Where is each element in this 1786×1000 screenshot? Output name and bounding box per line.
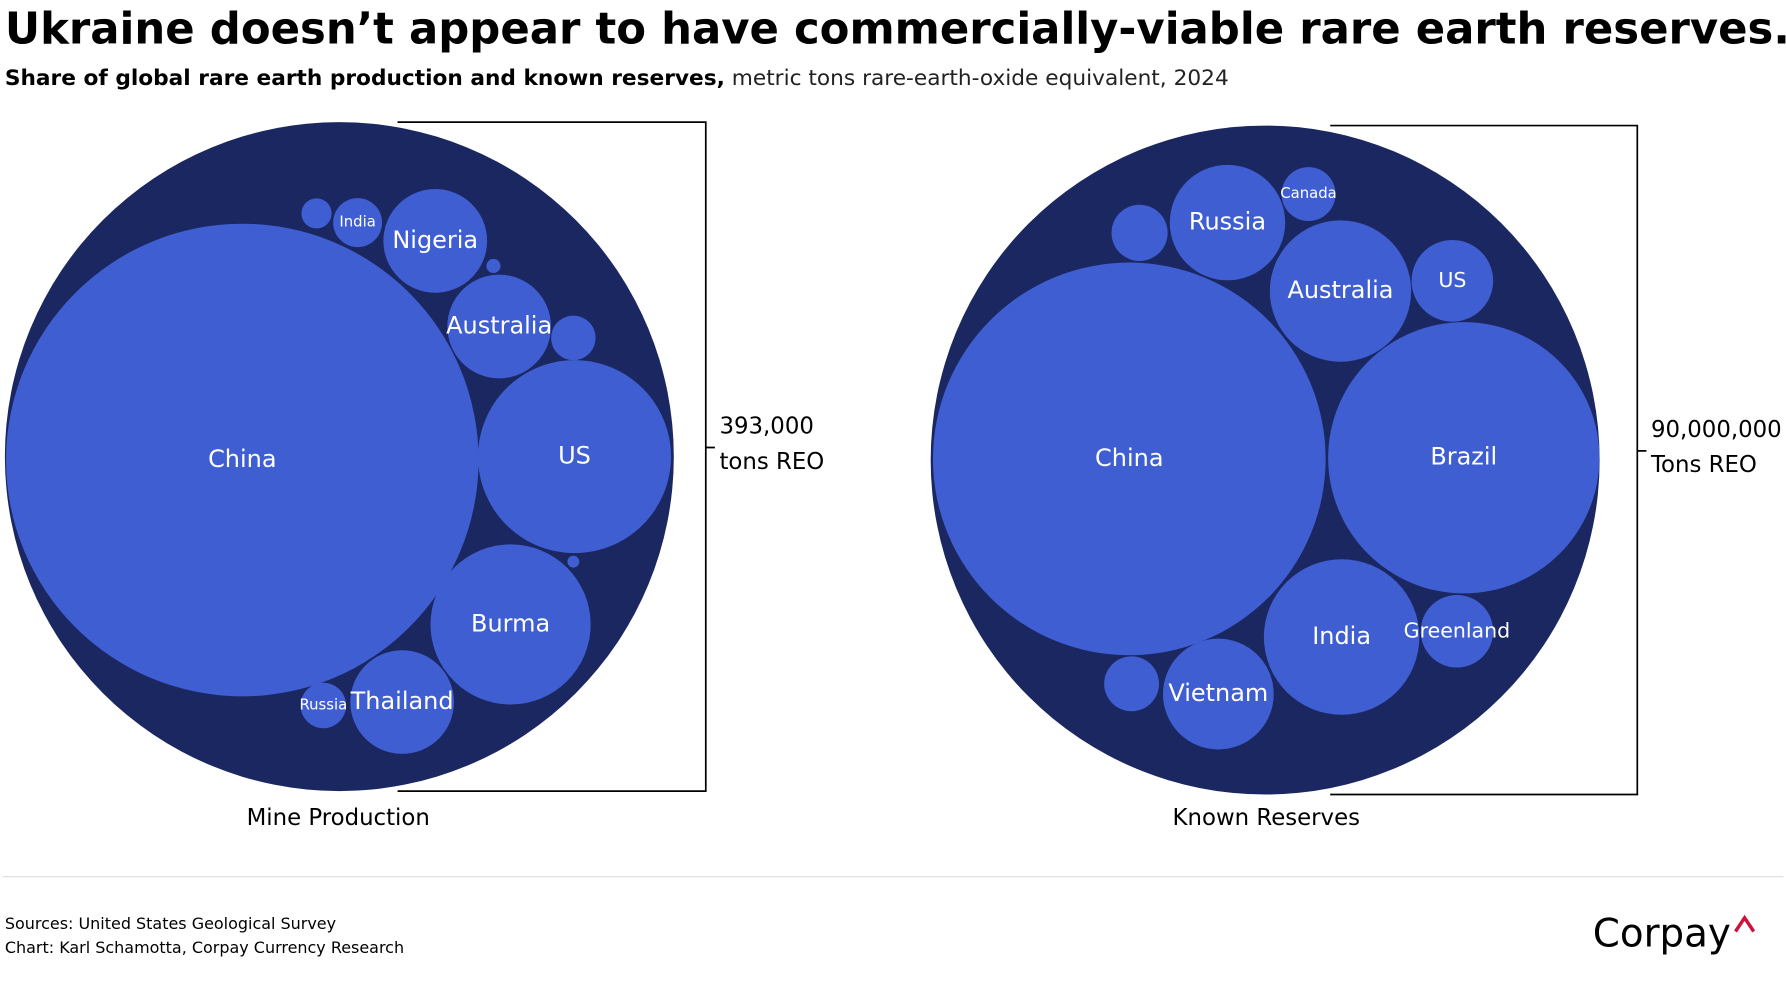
bubble — [932, 262, 1326, 656]
subtitle: Share of global rare earth production an… — [5, 66, 1229, 91]
bubble-label: Russia — [300, 696, 348, 713]
bubble — [447, 274, 552, 379]
source: Sources: United States Geological Survey — [5, 914, 336, 933]
chart-title: Mine Production — [247, 805, 430, 831]
logo-caret — [1734, 914, 1756, 933]
page-title: Ukraine doesn’t appear to have commercia… — [5, 4, 1786, 54]
bubble — [301, 198, 332, 229]
bubble-label: US — [1438, 268, 1466, 292]
bubble — [1420, 595, 1494, 668]
bubble-label: Burma — [471, 609, 550, 637]
bubble — [430, 544, 591, 705]
bubble-label: Greenland — [1404, 618, 1511, 642]
subtitle-rest: metric tons rare-earth-oxide equivalent,… — [732, 66, 1229, 91]
bubble — [486, 258, 501, 274]
bubble — [567, 555, 580, 568]
bubble-label: India — [1312, 622, 1371, 650]
bubble — [1162, 638, 1274, 750]
subtitle-bold: Share of global rare earth production an… — [5, 66, 725, 91]
bubble-label: China — [1095, 444, 1163, 472]
total-label: 90,000,000 — [1651, 417, 1782, 443]
bubble — [333, 198, 383, 248]
bubble-label: Canada — [1280, 185, 1336, 202]
source: Chart: Karl Schamotta, Corpay Currency R… — [5, 938, 404, 957]
bracket — [1330, 124, 1647, 796]
total-label: 393,000 — [719, 413, 813, 439]
bubble — [1111, 204, 1168, 261]
bubble — [6, 223, 479, 697]
bubble-label: US — [558, 442, 591, 470]
bubble — [350, 650, 454, 754]
bubble — [300, 682, 347, 729]
bubble-label: Thailand — [350, 687, 454, 715]
total-unit: Tons REO — [1650, 452, 1757, 478]
bubble-label: Russia — [1189, 208, 1266, 236]
bubble — [1328, 322, 1600, 594]
chart-title: Known Reserves — [1173, 805, 1360, 831]
bubble-label: Australia — [446, 311, 552, 339]
total-unit: tons REO — [719, 449, 824, 475]
bubble-label: Australia — [1287, 276, 1393, 304]
bubble-label: Brazil — [1430, 443, 1497, 471]
bubble — [1263, 559, 1420, 715]
bubble-label: Nigeria — [392, 226, 478, 254]
bubble — [478, 360, 671, 554]
bracket — [397, 121, 715, 792]
bubble — [1281, 167, 1336, 222]
bubble — [551, 315, 596, 361]
bubble-label: China — [208, 445, 276, 473]
bubble-label: Vietnam — [1168, 679, 1268, 707]
bubble — [383, 189, 488, 293]
bubble — [1269, 220, 1412, 362]
bubble — [1169, 164, 1286, 281]
bubble — [1411, 240, 1494, 322]
logo: Corpay — [1593, 912, 1731, 957]
bubble-label: India — [339, 214, 375, 231]
bubble — [1104, 656, 1160, 712]
